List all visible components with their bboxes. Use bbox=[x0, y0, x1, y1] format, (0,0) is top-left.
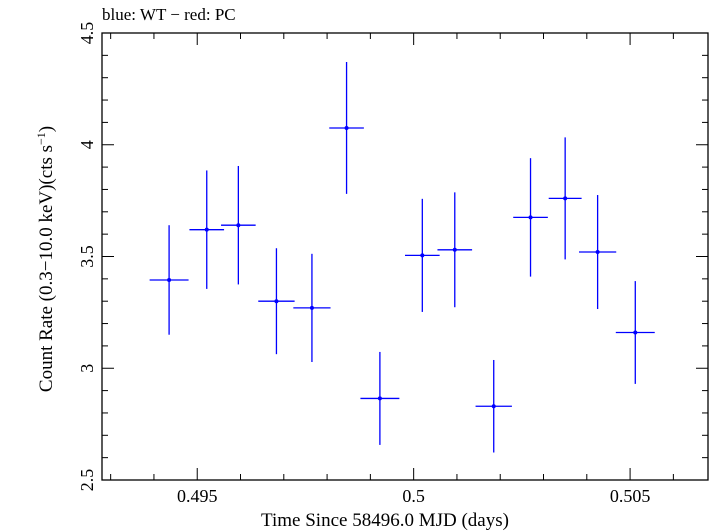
x-tick-label: 0.5 bbox=[402, 486, 425, 506]
y-tick-label: 4 bbox=[77, 140, 97, 149]
data-point bbox=[189, 170, 225, 289]
data-marker bbox=[309, 305, 314, 310]
data-marker bbox=[452, 247, 457, 252]
data-point bbox=[149, 225, 189, 335]
data-marker bbox=[167, 277, 172, 282]
y-tick-label: 4.5 bbox=[77, 22, 97, 45]
data-point bbox=[360, 351, 400, 445]
data-point bbox=[221, 165, 256, 285]
data-marker bbox=[633, 330, 638, 335]
y-axis-label-sup: −1 bbox=[34, 132, 48, 145]
data-point bbox=[579, 195, 617, 310]
y-axis-label-tail: ) bbox=[36, 126, 57, 132]
x-tick-label: 0.505 bbox=[610, 486, 651, 506]
data-marker bbox=[204, 227, 209, 232]
data-point bbox=[329, 62, 364, 194]
y-tick-label: 3.5 bbox=[77, 245, 97, 268]
y-axis-label-main: Count Rate (0.3−10.0 keV)(cts s bbox=[36, 145, 57, 392]
data-marker bbox=[491, 404, 496, 409]
data-marker bbox=[420, 253, 425, 258]
data-point bbox=[513, 158, 548, 277]
data-marker bbox=[236, 223, 241, 228]
data-point bbox=[615, 281, 655, 384]
data-marker bbox=[595, 250, 600, 255]
data-point bbox=[258, 248, 295, 355]
data-point bbox=[293, 253, 331, 362]
plot-frame bbox=[101, 32, 709, 481]
x-axis-label: Time Since 58496.0 MJD (days) bbox=[261, 510, 509, 531]
data-point bbox=[405, 198, 440, 312]
y-tick-label: 3 bbox=[77, 364, 97, 373]
data-marker bbox=[563, 196, 568, 201]
y-axis-label: Count Rate (0.3−10.0 keV)(cts s−1) bbox=[34, 126, 57, 392]
data-point bbox=[475, 359, 512, 453]
data-marker bbox=[344, 125, 349, 130]
x-tick-label: 0.495 bbox=[177, 486, 218, 506]
y-tick-label: 2.5 bbox=[77, 469, 97, 492]
data-point bbox=[548, 137, 582, 260]
data-marker bbox=[528, 215, 533, 220]
chart-title: blue: WT − red: PC bbox=[102, 5, 236, 24]
data-marker bbox=[377, 396, 382, 401]
data-point bbox=[437, 192, 473, 308]
data-marker bbox=[274, 299, 279, 304]
